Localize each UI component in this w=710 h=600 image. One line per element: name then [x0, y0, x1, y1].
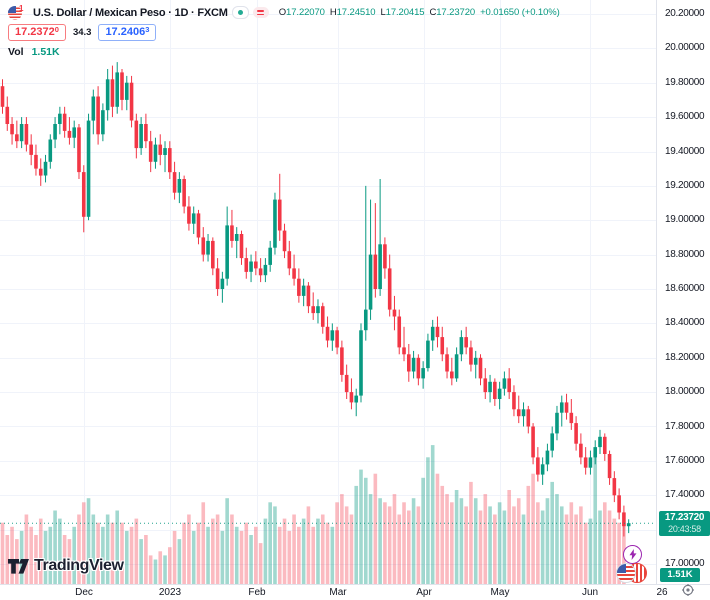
time-axis-label: Mar [329, 587, 347, 598]
price-axis-label: 17.00000 [665, 558, 705, 569]
market-status-pill[interactable] [231, 6, 249, 19]
price-axis-label: 19.00000 [665, 214, 705, 226]
symbol-title[interactable]: U.S. Dollar / Mexican Peso · 1D · FXCM [33, 6, 228, 19]
low-value: 17.20415 [385, 7, 425, 18]
time-axis[interactable]: Dec 2023 Feb Mar Apr May Jun 26 [0, 584, 710, 600]
axis-settings-button[interactable] [681, 583, 695, 597]
open-value: 17.22070 [286, 7, 325, 18]
grid-lines [0, 0, 656, 584]
vol-label: Vol [8, 45, 24, 58]
tradingview-logo[interactable]: TradingView [8, 557, 124, 575]
symbol-legend[interactable]: 1 U.S. Dollar / Mexican Peso · 1D · FXCM… [8, 4, 560, 20]
time-axis-label: Dec [75, 587, 93, 598]
flag-superscript: 1 [19, 4, 24, 13]
price-axis-label: 18.60000 [665, 283, 705, 294]
price-axis-label: 20.00000 [665, 42, 705, 54]
price-axis-label: 20.20000 [665, 8, 705, 19]
time-axis-label: Feb [248, 587, 266, 598]
price-axis-label: 18.20000 [665, 351, 705, 363]
volume-legend[interactable]: Vol 1.51K [8, 45, 60, 58]
price-axis-label: 19.20000 [665, 179, 705, 191]
time-axis-label: 2023 [158, 587, 182, 598]
time-axis-label: May [490, 587, 510, 598]
price-axis-label: 18.80000 [665, 248, 705, 260]
price-axis-label: 19.80000 [665, 76, 705, 88]
us-flag-icon [8, 5, 22, 20]
volume-axis-label: 1.51K [660, 568, 700, 582]
close-value: 17.23720 [436, 7, 476, 18]
spread-value: 34.3 [72, 27, 92, 38]
gear-icon [682, 584, 694, 596]
volume-bars [0, 445, 626, 584]
notification-pill[interactable] [252, 7, 269, 18]
vol-value: 1.51K [31, 45, 60, 58]
candlesticks [0, 62, 631, 537]
ohlc-values: O17.22070 H17.24510 L17.20415 C17.23720 … [278, 7, 560, 18]
tradingview-logo-icon [8, 558, 29, 574]
high-value: 17.24510 [336, 7, 376, 18]
price-axis-label: 18.40000 [665, 317, 705, 329]
price-axis-label: 19.60000 [665, 111, 705, 123]
last-price-label: 17.23720 20:43:58 [659, 511, 710, 536]
price-axis-label: 17.80000 [665, 420, 705, 432]
lightning-icon [629, 549, 636, 560]
price-axis-label: 19.40000 [665, 145, 705, 157]
time-axis-label: Jun [581, 587, 599, 598]
time-axis-label: Apr [416, 587, 432, 598]
time-axis-label: 26 [656, 587, 668, 598]
currency-pair-flags-icon[interactable] [616, 562, 648, 583]
price-axis-label: 17.40000 [665, 489, 705, 501]
bid-ask-row: 17.2372 0 34.3 17.2406 3 [8, 24, 157, 41]
bar-countdown: 20:43:58 [668, 524, 701, 534]
price-axis-label: 18.00000 [665, 386, 705, 398]
chart-canvas[interactable] [0, 0, 656, 584]
price-axis-label: 17.60000 [665, 454, 705, 466]
change-value: +0.01650 (+0.10%) [480, 7, 560, 18]
sell-button[interactable]: 17.2372 0 [8, 24, 66, 41]
usd-flag-icon [616, 563, 636, 583]
green-dot-icon [237, 10, 243, 15]
price-axis[interactable]: 20.20000 20.00000 19.80000 19.60000 19.40000… [656, 0, 710, 584]
buy-button[interactable]: 17.2406 3 [98, 24, 157, 41]
